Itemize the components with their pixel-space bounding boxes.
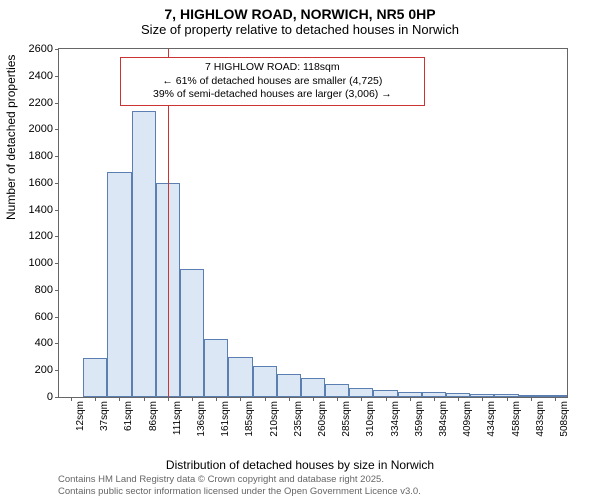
y-tick-label: 800: [35, 284, 53, 296]
histogram-bar: [373, 390, 397, 397]
x-tick-mark: [555, 397, 556, 401]
x-tick-label: 458sqm: [511, 401, 522, 437]
y-tick-label: 0: [47, 391, 53, 403]
attribution-line-2: Contains public sector information licen…: [58, 486, 421, 498]
y-tick-mark: [55, 236, 59, 237]
x-tick-mark: [361, 397, 362, 401]
x-tick-label: 111sqm: [172, 401, 183, 435]
y-tick-mark: [55, 183, 59, 184]
y-tick-mark: [55, 397, 59, 398]
y-axis-label: Number of detached properties: [4, 55, 18, 220]
x-tick-label: 136sqm: [196, 401, 207, 437]
x-tick-mark: [410, 397, 411, 401]
y-tick-mark: [55, 370, 59, 371]
y-tick-mark: [55, 76, 59, 77]
chart-container: 7, HIGHLOW ROAD, NORWICH, NR5 0HP Size o…: [0, 0, 600, 500]
x-tick-mark: [289, 397, 290, 401]
attribution-line-1: Contains HM Land Registry data © Crown c…: [58, 474, 421, 486]
y-tick-mark: [55, 129, 59, 130]
x-tick-mark: [71, 397, 72, 401]
y-tick-label: 2600: [29, 43, 53, 55]
x-tick-mark: [240, 397, 241, 401]
x-tick-mark: [531, 397, 532, 401]
x-tick-mark: [507, 397, 508, 401]
x-tick-mark: [434, 397, 435, 401]
x-tick-mark: [386, 397, 387, 401]
y-tick-label: 2000: [29, 123, 53, 135]
histogram-bar: [277, 374, 301, 397]
y-tick-label: 1200: [29, 230, 53, 242]
histogram-bar: [349, 388, 373, 397]
y-tick-mark: [55, 103, 59, 104]
x-tick-label: 310sqm: [365, 401, 376, 437]
y-tick-label: 2200: [29, 97, 53, 109]
histogram-bar: [301, 378, 325, 397]
x-tick-mark: [168, 397, 169, 401]
y-tick-mark: [55, 156, 59, 157]
histogram-bar: [325, 384, 349, 397]
page-subtitle: Size of property relative to detached ho…: [0, 22, 600, 37]
y-tick-mark: [55, 343, 59, 344]
x-tick-label: 37sqm: [99, 401, 110, 431]
histogram-bar: [107, 172, 131, 397]
histogram-bar: [228, 357, 252, 397]
x-tick-mark: [119, 397, 120, 401]
histogram-bar: [204, 339, 228, 397]
x-tick-mark: [144, 397, 145, 401]
y-tick-label: 1000: [29, 257, 53, 269]
x-tick-label: 359sqm: [414, 401, 425, 437]
annotation-line: ← 61% of detached houses are smaller (4,…: [127, 75, 418, 89]
y-tick-label: 2400: [29, 70, 53, 82]
x-tick-mark: [313, 397, 314, 401]
x-tick-mark: [337, 397, 338, 401]
annotation-line: 39% of semi-detached houses are larger (…: [127, 88, 418, 102]
y-tick-label: 400: [35, 337, 53, 349]
x-tick-label: 210sqm: [269, 401, 280, 437]
x-tick-label: 483sqm: [535, 401, 546, 437]
histogram-bar: [180, 269, 204, 397]
x-tick-label: 12sqm: [75, 401, 86, 431]
x-tick-mark: [192, 397, 193, 401]
x-tick-label: 384sqm: [438, 401, 449, 437]
y-tick-label: 1600: [29, 177, 53, 189]
x-tick-mark: [216, 397, 217, 401]
x-tick-mark: [482, 397, 483, 401]
x-axis-label: Distribution of detached houses by size …: [0, 458, 600, 472]
histogram-bar: [253, 366, 277, 397]
x-tick-mark: [265, 397, 266, 401]
x-tick-mark: [95, 397, 96, 401]
x-tick-label: 434sqm: [486, 401, 497, 437]
y-tick-label: 200: [35, 364, 53, 376]
y-tick-mark: [55, 317, 59, 318]
annotation-line: 7 HIGHLOW ROAD: 118sqm: [127, 61, 418, 75]
attribution-text: Contains HM Land Registry data © Crown c…: [58, 474, 421, 498]
histogram-bar: [83, 358, 107, 397]
y-tick-mark: [55, 290, 59, 291]
x-tick-label: 334sqm: [390, 401, 401, 437]
y-tick-label: 1400: [29, 204, 53, 216]
x-tick-label: 161sqm: [220, 401, 231, 437]
x-tick-mark: [458, 397, 459, 401]
x-tick-label: 86sqm: [148, 401, 159, 431]
y-tick-label: 600: [35, 311, 53, 323]
x-tick-label: 285sqm: [341, 401, 352, 437]
chart-plot-area: 0200400600800100012001400160018002000220…: [58, 48, 568, 398]
y-tick-label: 1800: [29, 150, 53, 162]
histogram-bar: [132, 111, 156, 397]
x-tick-label: 61sqm: [123, 401, 134, 431]
y-tick-mark: [55, 210, 59, 211]
x-tick-label: 235sqm: [293, 401, 304, 437]
y-tick-mark: [55, 263, 59, 264]
x-tick-label: 409sqm: [462, 401, 473, 437]
annotation-box: 7 HIGHLOW ROAD: 118sqm← 61% of detached …: [120, 57, 425, 106]
x-tick-label: 185sqm: [244, 401, 255, 437]
x-tick-label: 508sqm: [559, 401, 570, 437]
page-title: 7, HIGHLOW ROAD, NORWICH, NR5 0HP: [0, 0, 600, 22]
x-tick-label: 260sqm: [317, 401, 328, 437]
y-tick-mark: [55, 49, 59, 50]
